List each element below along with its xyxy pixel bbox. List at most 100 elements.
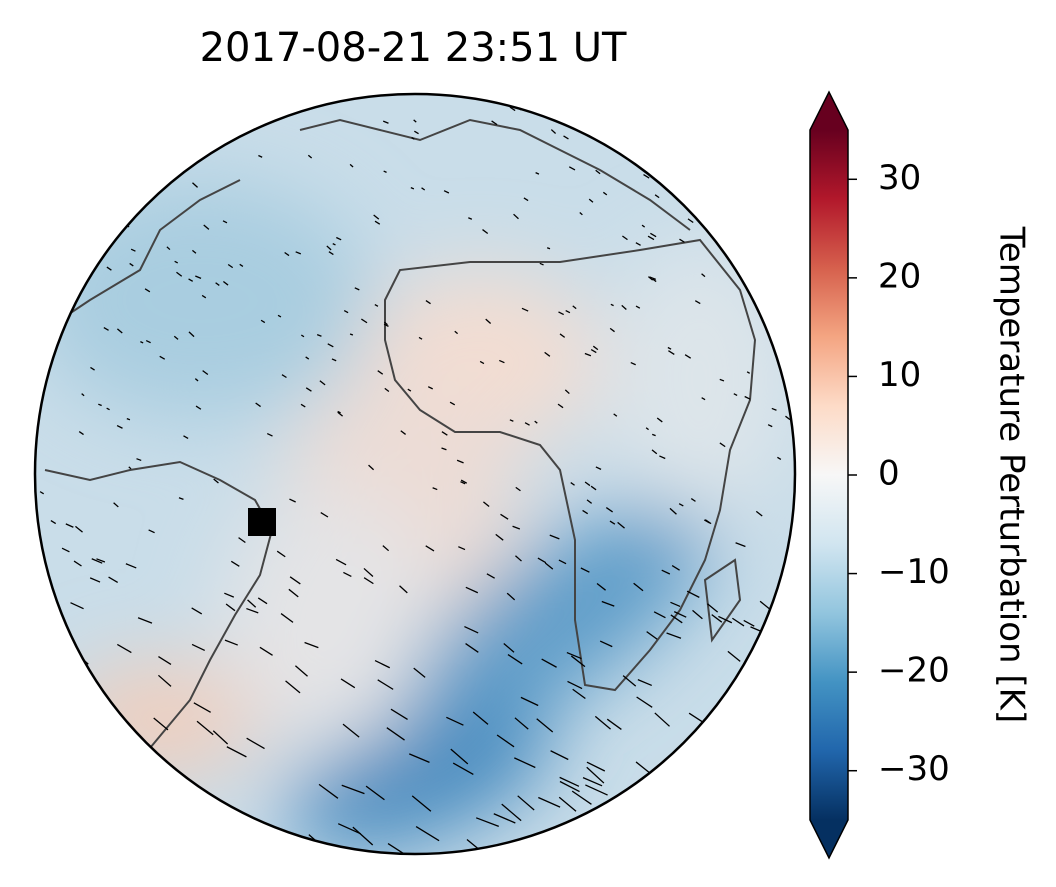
wind-vector	[507, 654, 523, 665]
wind-vector	[666, 632, 682, 639]
wind-vector	[349, 163, 354, 168]
wind-vector	[702, 771, 722, 788]
wind-vector	[651, 449, 658, 455]
wind-vector	[520, 696, 539, 707]
wind-vector	[212, 730, 229, 745]
wind-vector	[39, 491, 45, 495]
wind-vector	[755, 137, 760, 140]
wind-vector	[382, 545, 390, 552]
wind-vector	[733, 393, 738, 397]
wind-vector	[449, 401, 456, 406]
wind-vector	[89, 577, 101, 583]
wind-vector	[558, 830, 581, 849]
wind-vector	[337, 823, 362, 835]
wind-vector	[622, 675, 637, 687]
wind-vector	[167, 153, 172, 158]
wind-vector	[103, 327, 109, 331]
wind-vector	[541, 658, 557, 668]
wind-vector	[617, 521, 625, 529]
wind-vector	[643, 173, 650, 179]
wind-vector	[732, 617, 745, 627]
wind-vector	[679, 238, 685, 243]
colorbar-scale	[810, 130, 848, 820]
wind-vector	[425, 300, 431, 305]
wind-vector	[692, 609, 703, 620]
wind-vector	[409, 753, 430, 763]
wind-vector	[596, 582, 606, 591]
wind-vector	[501, 803, 522, 822]
wind-vector	[383, 170, 387, 173]
wind-vector	[276, 550, 286, 558]
wind-vector	[748, 654, 763, 665]
wind-vector	[759, 780, 781, 795]
wind-vector	[585, 784, 608, 796]
wind-vector	[465, 643, 479, 653]
wind-vector	[300, 334, 305, 338]
wind-vector	[544, 351, 551, 357]
wind-vector	[647, 235, 655, 241]
wind-vector	[765, 315, 773, 319]
wind-vector	[341, 784, 365, 795]
wind-vector	[65, 523, 74, 528]
wind-vector	[133, 134, 137, 138]
wind-vector	[595, 466, 602, 470]
wind-vector	[744, 395, 751, 400]
wind-vector	[218, 824, 242, 842]
wind-vector	[61, 547, 70, 553]
wind-vector	[719, 442, 726, 448]
colorbar-tick-label: 30	[878, 158, 921, 198]
wind-vector	[155, 134, 161, 139]
wind-vector	[135, 791, 156, 808]
wind-vector	[586, 766, 605, 784]
wind-vector	[558, 559, 567, 565]
wind-vector	[194, 378, 199, 382]
wind-vector	[465, 586, 479, 594]
wind-vector	[673, 611, 687, 618]
wind-vector	[735, 103, 742, 109]
wind-vector	[71, 270, 76, 274]
wind-vector	[257, 597, 268, 605]
wind-vector	[191, 607, 203, 615]
wind-vector	[564, 389, 570, 395]
wind-vector	[713, 719, 730, 732]
wind-vector	[559, 776, 580, 787]
wind-vector	[599, 640, 613, 648]
wind-vector	[539, 262, 544, 266]
wind-vector	[64, 225, 71, 231]
wind-vector	[390, 708, 408, 721]
wind-vector	[192, 182, 199, 188]
wind-vector	[582, 777, 603, 787]
colorbar-tick-label: 0	[878, 454, 900, 494]
wind-vector	[166, 246, 171, 251]
wind-vector	[295, 251, 302, 255]
wind-vector	[482, 95, 487, 100]
wind-vector	[80, 128, 85, 132]
wind-vector	[131, 162, 135, 166]
wind-vector	[731, 708, 747, 719]
wind-vector	[410, 187, 415, 190]
wind-vector	[646, 631, 658, 640]
wind-vector	[39, 651, 55, 659]
wind-vector	[641, 224, 646, 228]
wind-vector	[586, 499, 593, 504]
wind-vector	[104, 176, 111, 182]
wind-vector	[60, 733, 79, 743]
wind-vector	[300, 403, 306, 408]
wind-vector	[319, 380, 326, 386]
wind-vector	[499, 359, 505, 364]
wind-vector	[783, 285, 790, 290]
wind-vector	[590, 349, 597, 354]
wind-vector	[374, 220, 381, 225]
wind-vector	[645, 835, 665, 853]
wind-vector	[698, 201, 704, 206]
wind-vector	[755, 510, 763, 517]
wind-vector	[337, 411, 343, 417]
wind-vector	[743, 619, 755, 627]
wind-vector	[650, 232, 657, 238]
wind-vector	[513, 213, 519, 220]
wind-vector	[701, 273, 706, 278]
wind-vector	[316, 334, 322, 337]
wind-vector	[258, 154, 263, 158]
wind-vector	[468, 217, 473, 220]
